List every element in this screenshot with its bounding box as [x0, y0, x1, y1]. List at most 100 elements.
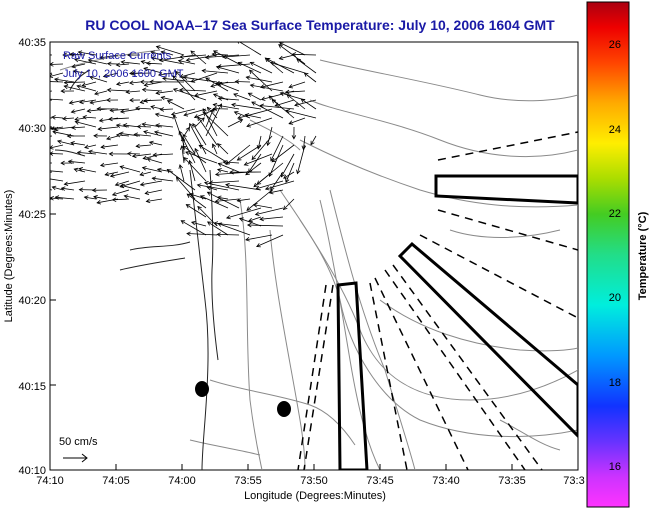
current-vector [235, 81, 251, 83]
current-vector [286, 110, 317, 119]
current-vector [175, 71, 196, 92]
current-vector-head [32, 200, 36, 204]
current-vector-head [203, 111, 208, 117]
current-vector [154, 131, 174, 137]
current-vector-head [177, 59, 183, 64]
current-vector-head [178, 130, 183, 136]
current-vector [71, 108, 86, 113]
current-vector-head [288, 84, 294, 89]
current-vector [183, 157, 207, 182]
current-vector [198, 144, 229, 164]
current-vector-head [128, 80, 134, 86]
current-vector [270, 135, 284, 161]
current-vector-head [182, 133, 187, 139]
current-vector [186, 54, 218, 61]
current-vector-head [251, 101, 256, 106]
current-vector [83, 116, 97, 119]
current-vector-head [197, 205, 202, 211]
current-vector-head [213, 221, 219, 226]
current-vector-head [179, 54, 184, 60]
current-vector-head [94, 91, 99, 96]
current-vector-head [202, 108, 207, 113]
current-vector-head [303, 72, 309, 77]
current-vector-head [256, 144, 262, 150]
current-vector-head [210, 83, 215, 88]
current-vector-head [185, 57, 191, 63]
current-vector [179, 89, 207, 92]
current-vector-head [93, 133, 98, 139]
survey-polygon-south [336, 281, 369, 470]
current-vector-head [50, 126, 55, 131]
legend-line-2: July 10, 2006 1600 GMT [63, 68, 184, 80]
current-vector [217, 169, 229, 173]
current-vector-head [129, 97, 134, 103]
current-vector-head [217, 96, 223, 101]
current-vector [292, 53, 317, 56]
y-tick-label: 40:15 [18, 381, 46, 393]
current-vector [167, 169, 196, 191]
current-vector [50, 98, 64, 101]
current-vector-head [106, 135, 111, 141]
current-vector-head [131, 153, 137, 159]
current-vector [161, 51, 174, 56]
current-vector [107, 89, 130, 92]
current-vector-head [155, 90, 161, 96]
current-vector [218, 97, 240, 101]
current-vector-head [198, 144, 204, 149]
current-vector [161, 96, 174, 101]
current-vector-head [70, 109, 76, 114]
current-vector-head [51, 185, 57, 191]
current-vector [52, 131, 75, 137]
current-vector [52, 186, 64, 191]
current-vector-head [106, 97, 111, 103]
current-vector [156, 46, 185, 56]
current-vector [286, 94, 306, 110]
current-vector-head [38, 91, 42, 95]
current-vector [197, 116, 218, 146]
current-vector-head [52, 130, 57, 135]
current-vector-head [179, 73, 184, 79]
current-vector [135, 107, 152, 110]
current-vector-head [237, 61, 243, 66]
current-vector-head [265, 58, 271, 63]
scale-arrow-icon [63, 453, 88, 463]
current-vector-head [238, 119, 244, 124]
current-vector [121, 61, 141, 65]
current-vector [203, 112, 229, 137]
current-vector-head [158, 57, 164, 63]
current-vector-head [182, 145, 188, 150]
current-vector [225, 144, 251, 165]
current-vector-head [160, 95, 166, 101]
current-vector-head [154, 112, 160, 118]
current-vector-head [206, 185, 212, 191]
current-vector [142, 89, 163, 92]
current-vector [50, 63, 64, 65]
current-vector-head [30, 100, 34, 104]
current-vector [142, 123, 163, 128]
current-vector [250, 62, 273, 74]
current-vector-head [246, 206, 251, 211]
current-vector-head [225, 182, 230, 188]
current-vector-head [74, 116, 79, 122]
current-vector-head [76, 84, 82, 89]
current-vector-head [150, 56, 156, 61]
current-vector-head [122, 123, 128, 128]
current-vector [237, 198, 251, 202]
current-vector-head [99, 162, 105, 168]
current-vector [120, 166, 141, 173]
current-vector [200, 195, 229, 209]
current-vector-head [86, 108, 92, 114]
current-vector [93, 196, 108, 200]
current-vector [50, 178, 64, 182]
current-vector [51, 116, 64, 119]
current-vector-head [256, 243, 261, 248]
current-vector-head [118, 131, 124, 137]
current-vector-head [189, 122, 194, 128]
survey-polygon-north [434, 174, 578, 205]
current-vector-head [193, 114, 199, 119]
current-vector-head [63, 84, 69, 90]
current-vector [120, 108, 141, 113]
current-vector-head [203, 181, 209, 186]
current-vector-head [54, 195, 60, 200]
